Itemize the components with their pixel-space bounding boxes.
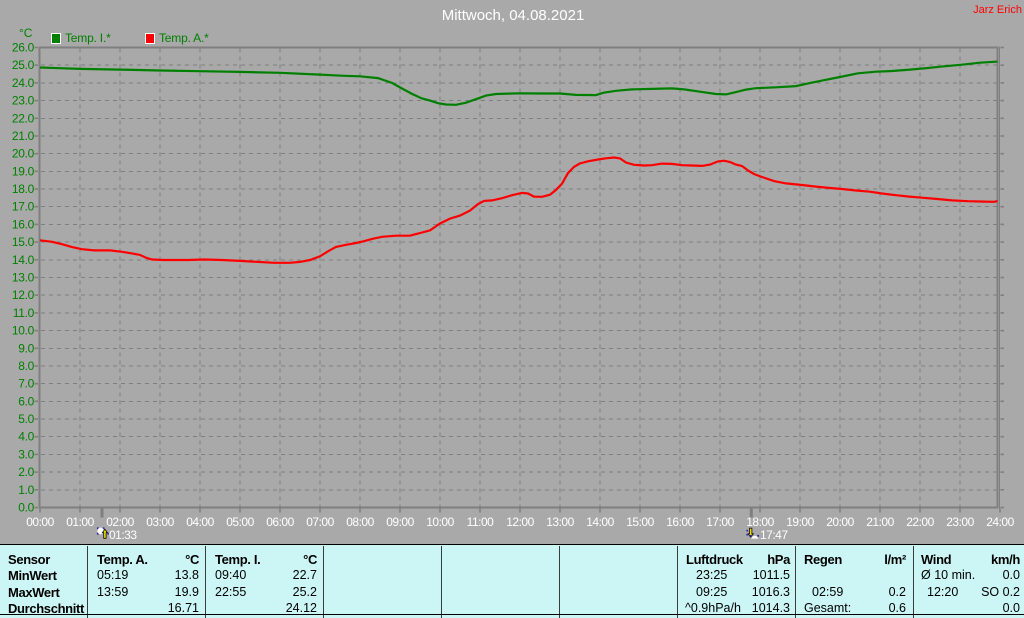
svg-text:13.0: 13.0 [12,271,35,285]
svg-text:18:00: 18:00 [746,515,774,529]
svg-text:6.0: 6.0 [18,394,34,408]
svg-text:02:00: 02:00 [106,515,134,529]
svg-text:10.0: 10.0 [12,324,35,338]
svg-text:3.0: 3.0 [18,447,34,461]
svg-text:15.0: 15.0 [12,235,35,249]
svg-text:26.0: 26.0 [12,41,35,55]
svg-text:17:00: 17:00 [706,515,734,529]
svg-text:15:00: 15:00 [626,515,654,529]
svg-text:14:00: 14:00 [586,515,614,529]
svg-text:03:00: 03:00 [146,515,174,529]
svg-text:09:00: 09:00 [386,515,414,529]
svg-text:7.0: 7.0 [18,377,34,391]
svg-text:11.0: 11.0 [13,306,35,320]
svg-text:16:00: 16:00 [666,515,694,529]
svg-text:10:00: 10:00 [426,515,454,529]
svg-text:1.0: 1.0 [18,483,34,497]
svg-text:17.0: 17.0 [12,200,35,214]
svg-text:23.0: 23.0 [12,94,35,108]
svg-text:01:00: 01:00 [66,515,94,529]
svg-text:14.0: 14.0 [12,253,35,267]
svg-text:12.0: 12.0 [12,288,35,302]
svg-text:20.0: 20.0 [12,147,35,161]
svg-text:05:00: 05:00 [226,515,254,529]
svg-text:12:00: 12:00 [506,515,534,529]
svg-text:24:00: 24:00 [986,515,1014,529]
svg-text:16.0: 16.0 [12,217,35,231]
svg-text:00:00: 00:00 [26,515,54,529]
svg-text:21:00: 21:00 [866,515,894,529]
svg-text:24.0: 24.0 [12,76,35,90]
svg-text:8.0: 8.0 [18,359,34,373]
svg-text:08:00: 08:00 [346,515,374,529]
svg-text:11:00: 11:00 [467,515,494,529]
svg-text:18.0: 18.0 [12,182,35,196]
svg-text:25.0: 25.0 [12,58,35,72]
svg-text:04:00: 04:00 [186,515,214,529]
svg-text:9.0: 9.0 [18,341,34,355]
svg-text:0.0: 0.0 [18,501,34,515]
svg-text:22:00: 22:00 [906,515,934,529]
svg-text:2.0: 2.0 [18,465,34,479]
svg-text:19:00: 19:00 [786,515,814,529]
svg-text:22.0: 22.0 [12,111,35,125]
svg-text:21.0: 21.0 [12,129,35,143]
svg-text:13:00: 13:00 [546,515,574,529]
svg-text:5.0: 5.0 [18,412,34,426]
svg-text:23:00: 23:00 [946,515,974,529]
svg-text:19.0: 19.0 [12,164,35,178]
svg-text:06:00: 06:00 [266,515,294,529]
svg-text:07:00: 07:00 [306,515,334,529]
svg-text:20:00: 20:00 [826,515,854,529]
svg-text:4.0: 4.0 [18,430,34,444]
